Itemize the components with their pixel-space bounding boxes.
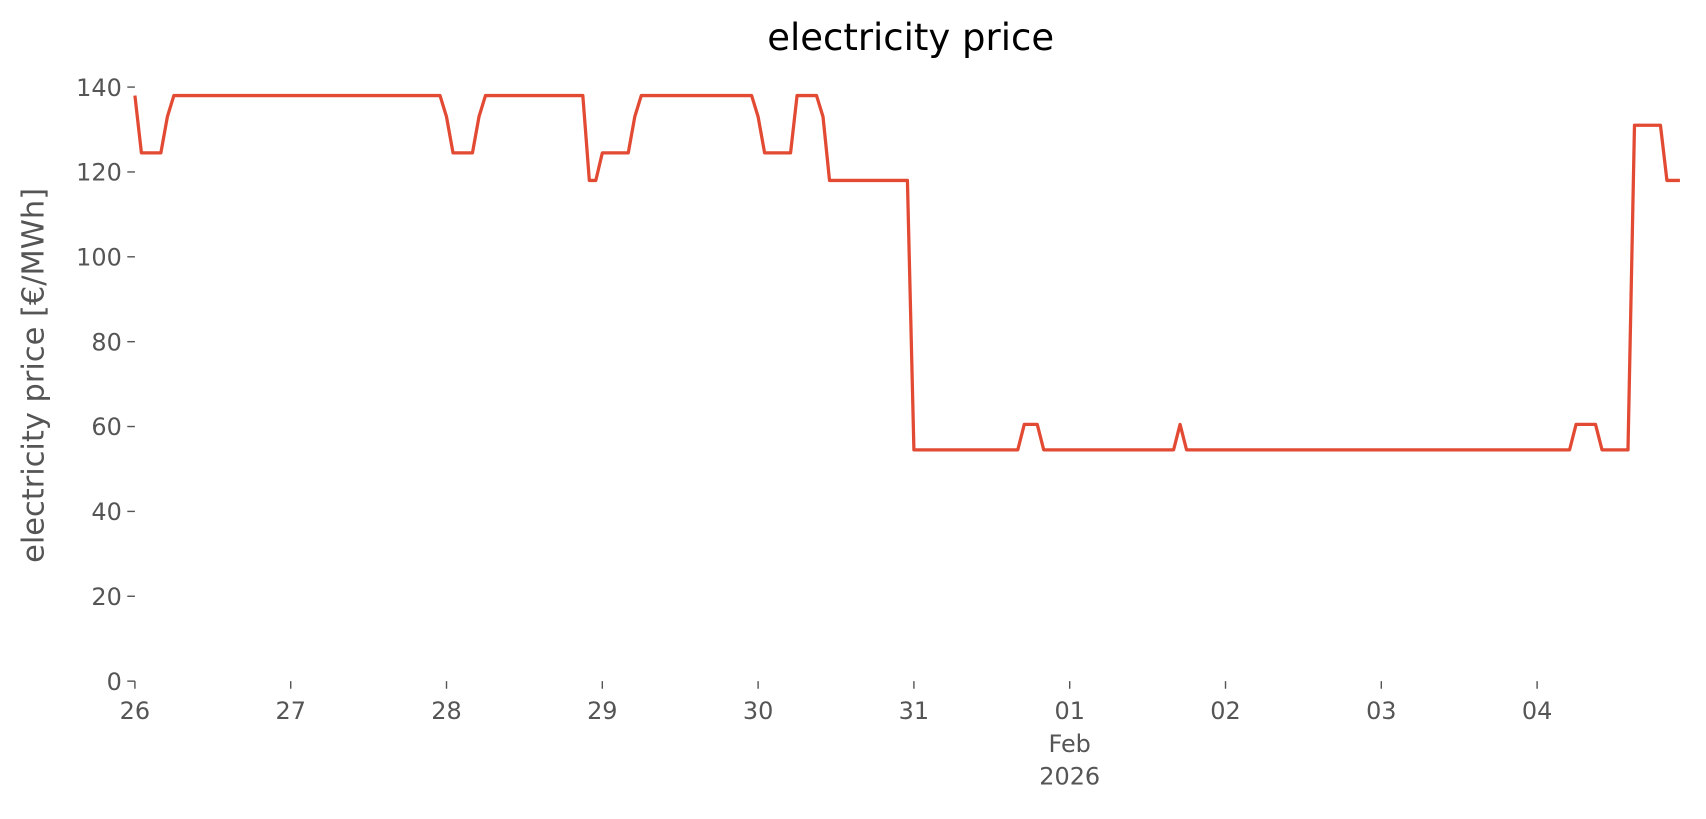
y-tick-label: 60: [91, 413, 121, 441]
y-tick-label: 80: [91, 328, 121, 356]
y-axis-label: electricity price [€/MWh]: [17, 188, 52, 563]
y-tick-label: 120: [76, 159, 122, 187]
x-tick-label: 04: [1522, 697, 1552, 725]
x-tick-label: Feb: [1049, 730, 1091, 758]
x-tick-label: 01: [1054, 697, 1084, 725]
line-series: [133, 93, 1680, 452]
x-tick-label: 2026: [1039, 762, 1100, 790]
x-tick-label: 26: [120, 697, 150, 725]
x-tick-label: 31: [899, 697, 929, 725]
chart-title: electricity price: [767, 16, 1054, 59]
x-tick-label: 27: [275, 697, 305, 725]
y-tick-label: 140: [76, 74, 122, 102]
y-tick-label: 40: [91, 498, 121, 526]
x-tick-label: 28: [431, 697, 461, 725]
x-tick-label: 02: [1210, 697, 1240, 725]
y-tick-label: 100: [76, 244, 122, 272]
x-tick-label: 03: [1366, 697, 1396, 725]
x-tick-label: 30: [743, 697, 773, 725]
x-tick-label: 29: [587, 697, 617, 725]
y-tick-label: 0: [107, 668, 122, 696]
y-tick-label: 20: [91, 583, 121, 611]
